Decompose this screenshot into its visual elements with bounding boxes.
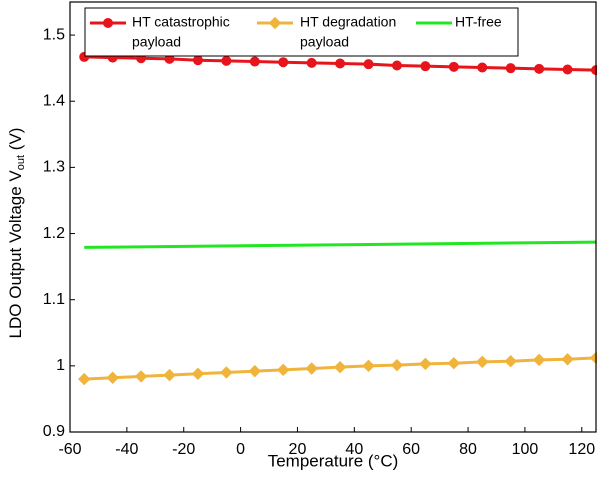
- x-tick-label: 0: [236, 441, 245, 458]
- data-point: [363, 360, 374, 371]
- data-point: [391, 360, 402, 371]
- legend-label: HT catastrophic: [132, 14, 230, 30]
- x-tick-label: -40: [115, 441, 138, 458]
- data-point: [307, 58, 316, 67]
- data-point: [222, 56, 231, 65]
- y-tick-label: 1: [56, 357, 65, 374]
- y-tick-label: 1.5: [43, 26, 65, 43]
- x-axis-label: Temperature (°C): [268, 451, 399, 470]
- y-tick-label: 1.4: [43, 92, 65, 109]
- x-tick-label: 120: [568, 441, 595, 458]
- data-point: [477, 356, 488, 367]
- data-point: [421, 62, 430, 71]
- data-point: [335, 362, 346, 373]
- y-axis-label-group: LDO Output Voltage Vout (V): [6, 128, 26, 339]
- data-point: [249, 366, 260, 377]
- data-point: [107, 372, 118, 383]
- legend-label-line2: payload: [300, 34, 349, 50]
- data-point: [250, 57, 259, 66]
- series-1: [79, 352, 597, 384]
- y-axis-label-unit: (V): [6, 128, 25, 155]
- data-point: [336, 59, 345, 68]
- data-point: [535, 64, 544, 73]
- data-point: [449, 62, 458, 71]
- y-tick-label: 1.3: [43, 159, 65, 176]
- y-tick-label: 1.1: [43, 291, 65, 308]
- y-axis-label-sub: out: [15, 155, 27, 170]
- data-point: [478, 63, 487, 72]
- data-point: [279, 58, 288, 67]
- x-tick-label: 60: [402, 441, 420, 458]
- x-tick-label: 80: [459, 441, 477, 458]
- x-tick-label: 100: [512, 441, 539, 458]
- data-point: [306, 363, 317, 374]
- data-point: [392, 61, 401, 70]
- data-point: [164, 370, 175, 381]
- legend-swatch-marker: [104, 19, 113, 28]
- legend-label: HT-free: [455, 14, 502, 30]
- data-point: [136, 371, 147, 382]
- legend: HT catastrophic payload HT degradation payl…: [85, 8, 518, 56]
- data-point: [221, 367, 232, 378]
- data-point: [505, 356, 516, 367]
- series-2: [84, 242, 596, 247]
- series-line: [84, 242, 596, 247]
- data-point: [193, 56, 202, 65]
- x-tick-label: -20: [172, 441, 195, 458]
- data-point: [562, 354, 573, 365]
- data-point: [506, 64, 515, 73]
- data-point: [278, 364, 289, 375]
- legend-label-line2: payload: [132, 34, 181, 50]
- y-axis-label-main: LDO Output Voltage V: [6, 170, 25, 339]
- legend-label: HT degradation: [300, 14, 396, 30]
- data-point: [79, 374, 90, 385]
- data-point: [448, 358, 459, 369]
- series-layer: [79, 52, 597, 384]
- data-point: [192, 368, 203, 379]
- data-point: [420, 358, 431, 369]
- data-point: [534, 354, 545, 365]
- x-tick-label: -60: [58, 441, 81, 458]
- y-tick-label: 1.2: [43, 225, 65, 242]
- y-tick-label: 0.9: [43, 423, 65, 440]
- y-axis-label: LDO Output Voltage Vout (V): [6, 128, 26, 339]
- data-point: [364, 60, 373, 69]
- data-point: [563, 65, 572, 74]
